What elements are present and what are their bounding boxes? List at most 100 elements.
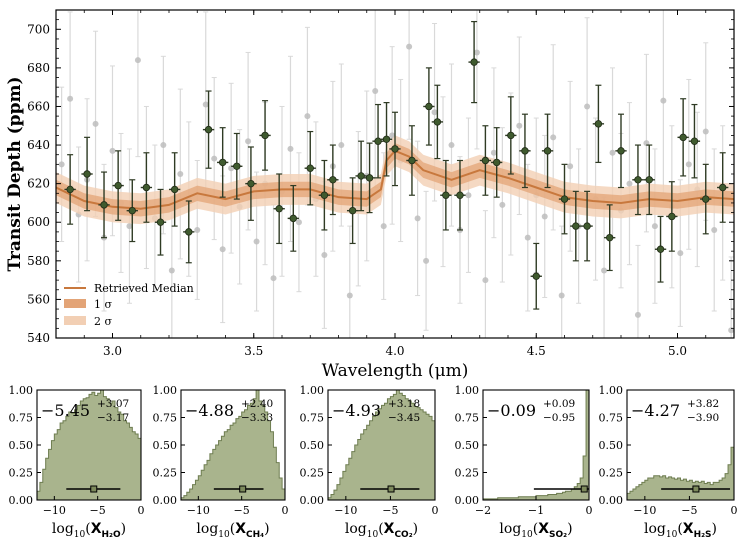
annotation-minus: −3.45 [388,412,420,424]
hist-y-tick-label: 0.00 [9,494,34,507]
hist-x-tick-label: −10 [633,504,656,517]
binned-point [702,195,710,203]
binned-point [442,191,450,199]
raw-point [219,246,226,253]
median-marker [692,485,700,493]
hist-y-tick-label: 0.00 [300,494,325,507]
raw-point [482,277,489,284]
binned-point [306,164,314,172]
raw-point [660,97,667,104]
hist-x-axis-label: log10(XCH₄) [196,521,269,540]
binned-point [365,174,374,182]
raw-point [609,149,616,156]
raw-point [651,223,658,230]
legend-1sigma-label: 1 σ [94,298,112,311]
histogram-co2: 0.00 0.25 0.50 0.75 1.00 −10 −5 0 −4.93 +3.18 −3.4… [300,384,439,540]
binned-point [507,131,515,140]
posterior-median-annotation: −4.27 [631,401,680,420]
hist-bars [328,390,435,500]
raw-point [109,147,116,154]
raw-point [626,180,633,187]
binned-point [425,102,433,111]
posterior-median-annotation: −0.09 [487,401,536,420]
hist-x-tick-label: −2 [475,504,491,517]
raw-point [372,88,379,95]
label-x: X [91,521,102,537]
raw-point [67,95,74,102]
binned-point [481,156,490,165]
hist-x-tick-label: −5 [382,504,398,517]
raw-point [567,163,574,170]
label-log: log [52,521,74,537]
hist-y-tick-label: 1.00 [153,384,178,397]
raw-point [177,171,184,177]
raw-point [541,213,548,220]
median-marker [387,485,395,493]
hist-bars [37,390,141,500]
hist-bars [627,446,734,500]
raw-point [406,43,413,50]
hist-y-tick-label: 1.00 [9,384,34,397]
hist-x-axis-label: log10(XH₂S) [644,521,717,540]
hist-y-tick-label: 0.75 [455,412,480,425]
annotation-plus: +3.18 [388,398,420,410]
label-paren: ( [533,521,538,537]
label-close: ) [712,521,717,537]
binned-point [185,228,193,236]
label-base: 10 [74,530,86,540]
annotation-median: −0.09 [487,401,536,420]
raw-point [304,113,311,120]
raw-point [524,234,531,241]
spectrum-plot: 3.0 3.5 4.0 4.5 5.0 540 560 580 600 620 640 660 680 7… [5,9,735,381]
y-axis-label: Transit Depth (ppm) [5,77,25,272]
annotation-median: −5.45 [41,401,90,420]
label-close: ) [264,521,269,537]
plot-area [56,10,734,338]
histogram-so2: 0.00 0.25 0.50 0.75 1.00 −2 −1 0 −0.09 +0.09 −0.95… [455,384,593,540]
binned-point [560,195,569,203]
hist-y-tick-label: 0.00 [455,494,480,507]
binned-point [656,245,665,253]
annotation-median: −4.88 [185,401,234,420]
hist-y-tick-label: 1.00 [455,384,480,397]
binned-point [261,131,269,140]
label-species: SO₂ [549,530,567,540]
raw-point [499,201,506,208]
y-tick-label: 560 [27,292,50,306]
binned-point [382,135,391,143]
hist-x-tick-label: 0 [586,504,593,517]
binned-point [408,156,416,165]
raw-point [423,257,430,264]
y-tick-label: 580 [27,254,50,268]
y-tick-label: 620 [27,177,50,191]
hist-x-tick-label: −10 [187,504,210,517]
label-base: 10 [218,530,230,540]
binned-point [357,172,365,180]
histogram-ch4: 0.00 0.25 0.50 0.75 1.00 −10 −5 0 −4.88 +2.40 −3.3… [153,384,289,540]
raw-point [321,252,328,259]
hist-x-axis-label: log10(XSO₂) [499,521,572,540]
hist-bars [181,390,285,500]
raw-point [558,292,565,299]
binned-point [606,233,614,242]
annotation-plus: +3.82 [687,398,719,410]
raw-point [168,267,175,274]
posterior-histograms: 0.000.250.500.751.00−10 −5 0−5.45 +3.07−3.1… [9,384,738,540]
legend-2sigma-label: 2 σ [94,315,112,328]
binned-point [493,158,501,167]
raw-point [473,49,480,56]
median-marker [90,485,98,493]
hist-x-tick-label: 0 [432,504,439,517]
hist-y-tick-label: 0.50 [599,439,624,452]
binned-point [470,58,478,66]
binned-point [100,201,108,209]
hist-x-tick-label: 0 [731,504,738,517]
y-tick-label: 640 [27,138,50,152]
hist-y-tick-label: 0.25 [455,467,480,480]
raw-point [245,138,252,145]
label-base: 10 [666,530,678,540]
binned-point [572,222,580,230]
x-tick-label: 3.0 [103,344,122,358]
raw-point [134,57,141,64]
hist-y-tick-label: 0.25 [300,467,325,480]
